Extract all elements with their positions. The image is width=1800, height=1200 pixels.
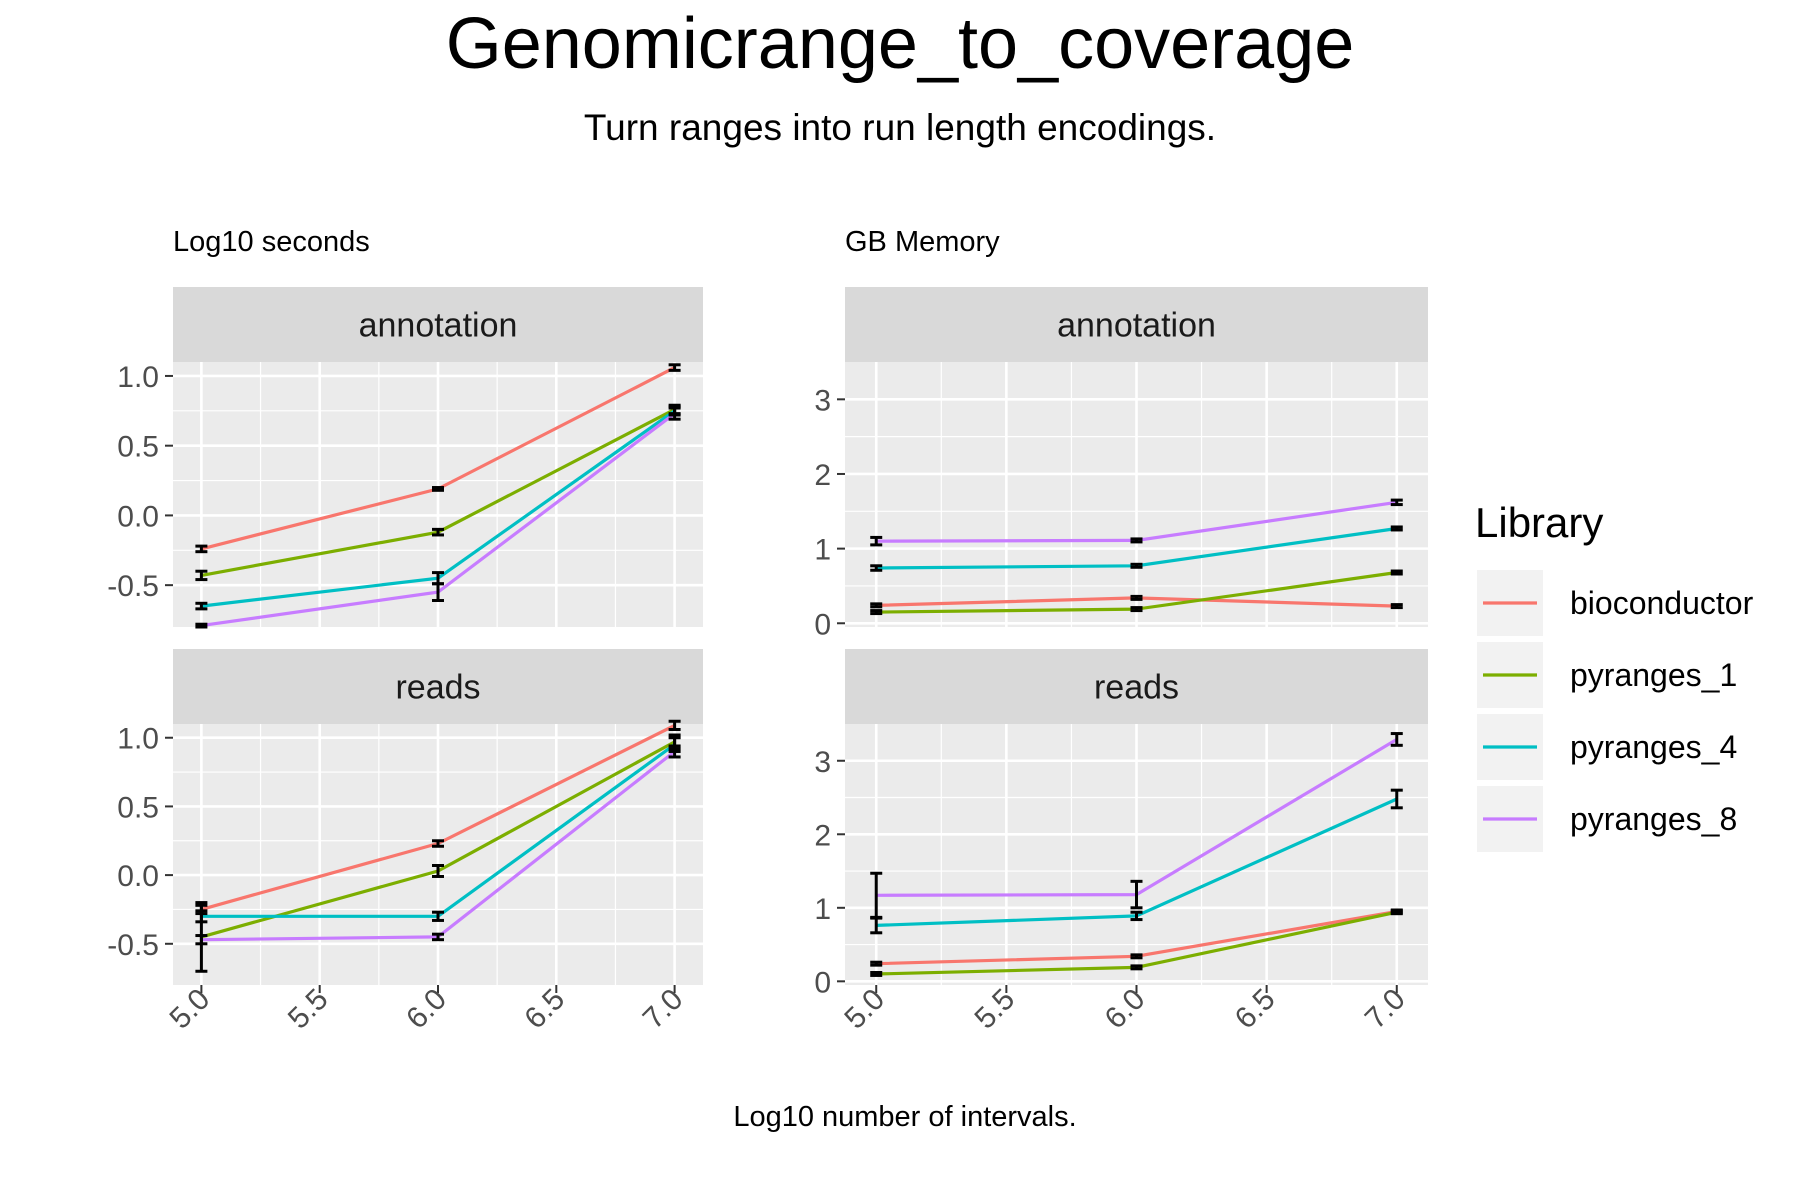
- right-panel-ylabel: GB Memory: [845, 226, 1000, 258]
- facet-strip-label: reads: [1094, 669, 1179, 707]
- y-tick-label: 0: [814, 608, 831, 641]
- facet-panel: reads -0.5 0.0 0.5 1.0 5.0 5.5 6.0 6.5 7.0: [107, 649, 703, 1035]
- x-tick-label: 6.5: [518, 983, 571, 1036]
- legend: Library bioconductor pyranges_1 pyranges_4…: [1475, 499, 1754, 852]
- left-panel-ylabel: Log10 seconds: [173, 226, 370, 258]
- x-tick-label: 5.5: [968, 983, 1021, 1036]
- x-tick-label: 5.0: [164, 983, 217, 1036]
- x-tick-label: 7.0: [1359, 983, 1412, 1036]
- y-tick-label: 1.0: [117, 723, 159, 756]
- chart-subtitle: Turn ranges into run length encodings.: [584, 107, 1216, 148]
- facet-strip: [845, 649, 1428, 724]
- facet-strip: [173, 649, 703, 724]
- facet-strip-label: reads: [395, 669, 480, 707]
- x-tick-label: 5.0: [838, 983, 891, 1036]
- x-tick-label: 7.0: [637, 983, 690, 1036]
- legend-title: Library: [1475, 499, 1603, 546]
- y-tick-label: 0.5: [117, 791, 159, 824]
- facet-panels: annotation -0.5 0.0 0.5 1.0 reads -0.5 0.0 0.5 1.…: [107, 287, 1428, 1035]
- legend-label: pyranges_4: [1570, 729, 1737, 765]
- y-tick-label: 2: [814, 819, 831, 852]
- x-axis-label: Log10 number of intervals.: [733, 1101, 1076, 1133]
- y-tick-label: 1: [814, 893, 831, 926]
- y-tick-label: 1: [814, 534, 831, 567]
- x-tick-label: 6.5: [1229, 983, 1282, 1036]
- y-tick-label: 3: [814, 746, 831, 779]
- facet-strip-label: annotation: [1057, 307, 1216, 345]
- legend-label: pyranges_1: [1570, 657, 1737, 693]
- y-tick-label: 0.5: [117, 431, 159, 464]
- facet-strip-label: annotation: [359, 307, 518, 345]
- y-tick-label: 3: [814, 384, 831, 417]
- y-tick-label: -0.5: [107, 570, 159, 603]
- x-tick-label: 6.0: [1099, 983, 1152, 1036]
- y-tick-label: 0: [814, 966, 831, 999]
- y-tick-label: -0.5: [107, 929, 159, 962]
- facet-strip: [173, 287, 703, 362]
- x-tick-label: 6.0: [400, 983, 453, 1036]
- y-tick-label: 2: [814, 459, 831, 492]
- legend-label: bioconductor: [1570, 585, 1754, 621]
- legend-label: pyranges_8: [1570, 801, 1737, 837]
- facet-panel: reads 0 1 2 3 5.0 5.5 6.0 6.5 7.0: [814, 649, 1428, 1035]
- chart-title: Genomicrange_to_coverage: [446, 4, 1355, 84]
- y-tick-label: 0.0: [117, 860, 159, 893]
- facet-panel: annotation -0.5 0.0 0.5 1.0: [107, 287, 703, 629]
- x-tick-label: 5.5: [282, 983, 335, 1036]
- y-tick-label: 1.0: [117, 361, 159, 394]
- y-tick-label: 0.0: [117, 500, 159, 533]
- facet-strip: [845, 287, 1428, 362]
- facet-panel: annotation 0 1 2 3: [814, 287, 1428, 641]
